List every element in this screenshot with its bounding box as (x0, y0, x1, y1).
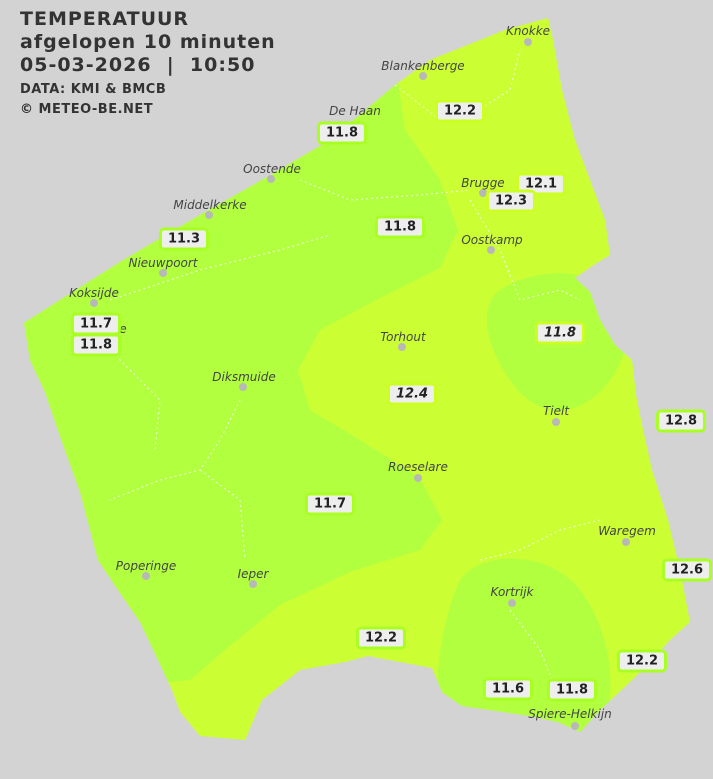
city-dot (267, 175, 275, 183)
map-subtitle: afgelopen 10 minuten (20, 31, 276, 53)
map-header: TEMPERATUUR afgelopen 10 minuten 05-03-2… (20, 8, 276, 120)
temperature-value: 11.7 (70, 312, 122, 336)
temperature-value: 11.8 (546, 678, 598, 702)
temperature-value: 11.8 (316, 121, 368, 145)
city-label: Waregem (598, 524, 656, 538)
temperature-value: 11.6 (482, 677, 534, 701)
city-label: Blankenberge (381, 59, 465, 73)
city-label: Oostkamp (461, 233, 523, 247)
city-dot (249, 580, 257, 588)
copyright: © METEO-BE.NET (20, 102, 154, 117)
temperature-value: 12.2 (355, 626, 407, 650)
temperature-value: 11.8 (374, 215, 426, 239)
city-label: Spiere-Helkijn (528, 707, 612, 721)
city-dot (159, 269, 167, 277)
city-dot (487, 246, 495, 254)
temperature-value: 11.7 (304, 492, 356, 516)
city-label: De Haan (329, 104, 381, 118)
temperature-value: 11.3 (158, 227, 210, 251)
city-dot (90, 299, 98, 307)
city-label: Oostende (243, 162, 301, 176)
city-label: Koksijde (69, 286, 119, 300)
city-dot (571, 722, 579, 730)
city-label: Brugge (461, 176, 505, 190)
city-label: Kortrijk (490, 585, 534, 599)
city-dot (142, 572, 150, 580)
temperature-value: 12.8 (655, 409, 707, 433)
city-label: Diksmuide (212, 370, 276, 384)
temperature-value: 12.2 (616, 649, 668, 673)
city-label: Middelkerke (173, 198, 247, 212)
temperature-value: 12.2 (434, 99, 486, 123)
city-dot (419, 72, 427, 80)
city-label: Tielt (542, 404, 570, 418)
data-source: DATA: KMI & BMCB (20, 82, 167, 97)
temperature-value: 12.1 (515, 172, 567, 196)
city-dot (239, 383, 247, 391)
temperature-value: 12.6 (661, 558, 713, 582)
city-dot (508, 599, 516, 607)
city-dot (622, 538, 630, 546)
temperature-value: 11.8 (534, 321, 586, 345)
city-label: Roeselare (388, 460, 448, 474)
city-label: Nieuwpoort (128, 256, 198, 270)
city-label: Poperinge (115, 559, 177, 573)
temperature-value: 12.4 (386, 382, 438, 406)
city-label: Torhout (380, 330, 426, 344)
city-dot (524, 38, 532, 46)
hidden-city-label-fragment: e (119, 322, 127, 336)
city-label: Knokke (505, 24, 551, 38)
city-dot (398, 343, 406, 351)
city-dot (414, 474, 422, 482)
city-dot (479, 189, 487, 197)
city-label: Ieper (237, 567, 269, 581)
temperature-value: 12.3 (485, 189, 537, 213)
temperature-value: 11.8 (70, 333, 122, 357)
city-dot (205, 211, 213, 219)
city-dot (552, 418, 560, 426)
map-datetime: 05-03-2026 | 10:50 (20, 54, 256, 76)
map-title: TEMPERATUUR (20, 8, 190, 30)
zone-west (24, 60, 458, 700)
